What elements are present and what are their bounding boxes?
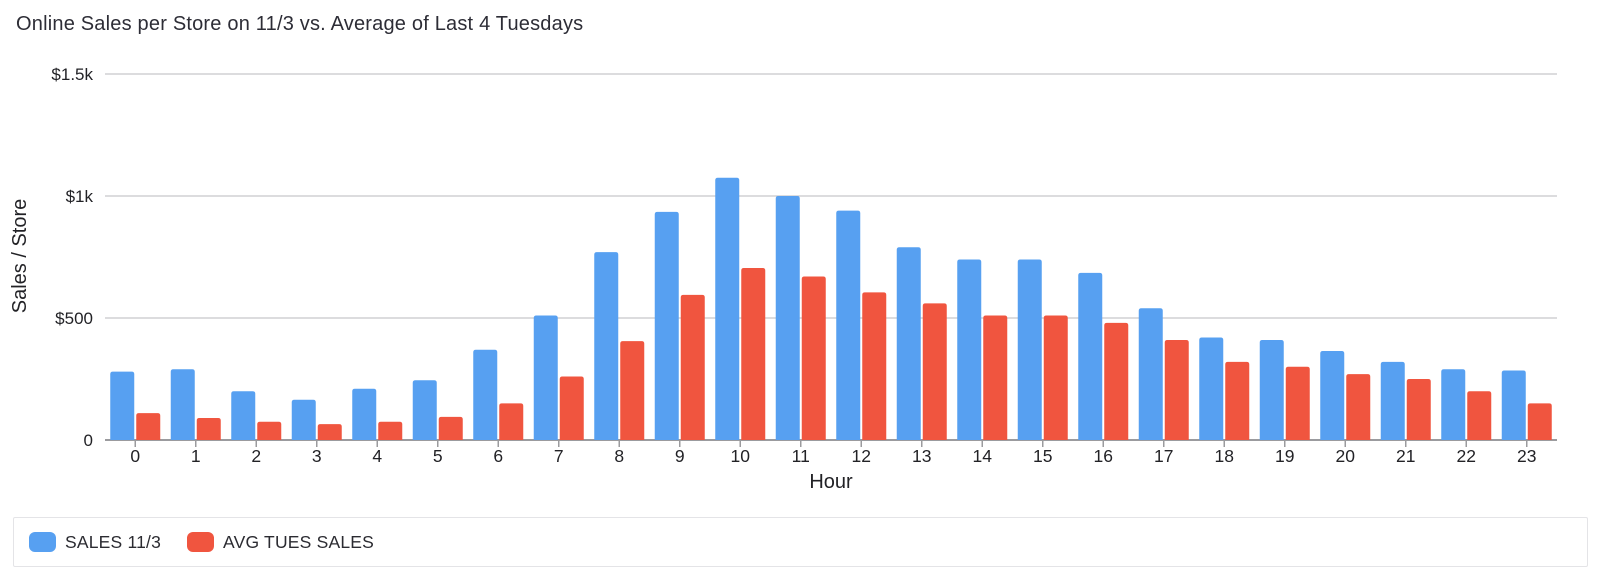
x-tick-label-9: 9 [675, 446, 685, 466]
bar-avg-tues-sales-hour-13[interactable] [922, 303, 947, 440]
bar-sales-11-3-hour-8[interactable] [594, 252, 619, 440]
bar-avg-tues-sales-hour-9[interactable] [680, 294, 705, 440]
bar-sales-11-3-hour-16[interactable] [1078, 272, 1103, 440]
bar-avg-tues-sales-hour-14[interactable] [983, 315, 1008, 440]
x-tick-label-10: 10 [731, 446, 751, 466]
bar-sales-11-3-hour-2[interactable] [231, 391, 256, 440]
x-tick-label-4: 4 [372, 446, 382, 466]
axis-layer: 0$500$1k$1.5k0 1 2 3 4 5 6 7 8 9 10 11 12 13 14 15 16 17 1… [51, 65, 1536, 466]
legend-item-avg-tues-sales[interactable]: AVG TUES SALES [187, 532, 374, 553]
x-tick-label-14: 14 [973, 446, 993, 466]
y-tick-label-0: 0 [84, 431, 93, 450]
chart-title: Online Sales per Store on 11/3 vs. Avera… [16, 13, 584, 35]
legend-label-avg-tues-sales: AVG TUES SALES [223, 531, 375, 552]
x-tick-label-20: 20 [1336, 446, 1356, 466]
bar-avg-tues-sales-hour-19[interactable] [1285, 366, 1310, 440]
bar-avg-tues-sales-hour-20[interactable] [1346, 374, 1371, 440]
x-tick-label-0: 0 [130, 446, 140, 466]
x-tick-label-17: 17 [1154, 446, 1173, 466]
bar-avg-tues-sales-hour-16[interactable] [1104, 322, 1129, 440]
bar-sales-11-3-hour-4[interactable] [352, 388, 377, 440]
x-tick-label-6: 6 [493, 446, 503, 466]
bar-sales-11-3-hour-14[interactable] [957, 259, 982, 440]
bar-sales-11-3-hour-23[interactable] [1501, 370, 1526, 440]
x-tick-label-21: 21 [1396, 446, 1415, 466]
bar-avg-tues-sales-hour-23[interactable] [1527, 403, 1552, 440]
bar-avg-tues-sales-hour-22[interactable] [1467, 391, 1492, 440]
x-tick-label-22: 22 [1457, 446, 1476, 466]
bar-sales-11-3-hour-22[interactable] [1441, 369, 1466, 440]
y-axis-title: Sales / Store [9, 199, 31, 314]
x-tick-label-23: 23 [1517, 446, 1536, 466]
y-tick-label-1000: $1k [66, 187, 94, 206]
bar-sales-11-3-hour-11[interactable] [775, 196, 800, 440]
bar-avg-tues-sales-hour-15[interactable] [1043, 315, 1068, 440]
bar-sales-11-3-hour-7[interactable] [533, 315, 558, 440]
grid-layer [105, 73, 1557, 441]
y-tick-label-500: $500 [55, 309, 93, 328]
bar-avg-tues-sales-hour-2[interactable] [257, 421, 282, 440]
x-tick-label-11: 11 [792, 446, 810, 466]
bar-sales-11-3-hour-21[interactable] [1380, 361, 1405, 440]
bar-sales-11-3-hour-6[interactable] [473, 349, 498, 440]
bar-avg-tues-sales-hour-10[interactable] [741, 267, 766, 440]
x-axis-title: Hour [809, 471, 853, 493]
bar-avg-tues-sales-hour-11[interactable] [801, 276, 826, 440]
bar-layer [110, 177, 1552, 440]
bar-sales-11-3-hour-9[interactable] [654, 211, 679, 440]
legend-swatch-sales-11-3-icon [29, 532, 56, 552]
legend-swatch-avg-tues-sales-icon [187, 532, 215, 552]
bar-avg-tues-sales-hour-18[interactable] [1225, 361, 1250, 440]
x-tick-label-15: 15 [1033, 446, 1052, 466]
x-tick-label-3: 3 [312, 446, 322, 466]
bar-avg-tues-sales-hour-5[interactable] [438, 416, 463, 440]
bar-avg-tues-sales-hour-6[interactable] [499, 403, 524, 440]
x-tick-label-19: 19 [1275, 446, 1294, 466]
legend-item-sales-11-3[interactable]: SALES 11/3 [29, 532, 161, 553]
bar-sales-11-3-hour-17[interactable] [1138, 308, 1163, 440]
bar-sales-11-3-hour-3[interactable] [291, 399, 316, 440]
legend-label-sales-11-3: SALES 11/3 [65, 531, 162, 552]
y-tick-label-1500: $1.5k [51, 65, 93, 84]
bar-sales-11-3-hour-10[interactable] [715, 177, 740, 440]
x-tick-label-5: 5 [433, 446, 443, 466]
x-tick-label-8: 8 [614, 446, 624, 466]
bar-sales-11-3-hour-12[interactable] [836, 210, 861, 440]
bar-sales-11-3-hour-5[interactable] [412, 380, 437, 440]
legend: SALES 11/3 AVG TUES SALES [13, 517, 1588, 567]
x-tick-label-7: 7 [554, 446, 564, 466]
bar-avg-tues-sales-hour-17[interactable] [1164, 339, 1189, 440]
x-tick-label-12: 12 [852, 446, 871, 466]
x-tick-label-2: 2 [251, 446, 261, 466]
x-tick-label-1: 1 [191, 446, 201, 466]
x-tick-label-13: 13 [912, 446, 931, 466]
bar-avg-tues-sales-hour-12[interactable] [862, 292, 887, 440]
bar-chart: 0$500$1k$1.5k0 1 2 3 4 5 6 7 8 9 10 11 12 13 14 15 16 17 1… [9, 65, 1557, 493]
x-tick-label-18: 18 [1215, 446, 1234, 466]
bar-sales-11-3-hour-19[interactable] [1259, 339, 1284, 440]
bar-avg-tues-sales-hour-1[interactable] [196, 418, 221, 440]
bar-sales-11-3-hour-13[interactable] [896, 247, 921, 440]
bar-sales-11-3-hour-0[interactable] [110, 371, 135, 440]
x-tick-label-16: 16 [1094, 446, 1113, 466]
bar-avg-tues-sales-hour-7[interactable] [559, 376, 584, 440]
bar-avg-tues-sales-hour-4[interactable] [378, 421, 403, 440]
bar-avg-tues-sales-hour-8[interactable] [620, 341, 645, 440]
bar-sales-11-3-hour-18[interactable] [1199, 337, 1224, 440]
bar-avg-tues-sales-hour-21[interactable] [1406, 379, 1431, 440]
bar-sales-11-3-hour-20[interactable] [1320, 350, 1345, 440]
bar-sales-11-3-hour-15[interactable] [1017, 259, 1042, 440]
bar-avg-tues-sales-hour-3[interactable] [317, 424, 342, 440]
bar-avg-tues-sales-hour-0[interactable] [136, 413, 161, 440]
bar-sales-11-3-hour-1[interactable] [170, 369, 195, 440]
